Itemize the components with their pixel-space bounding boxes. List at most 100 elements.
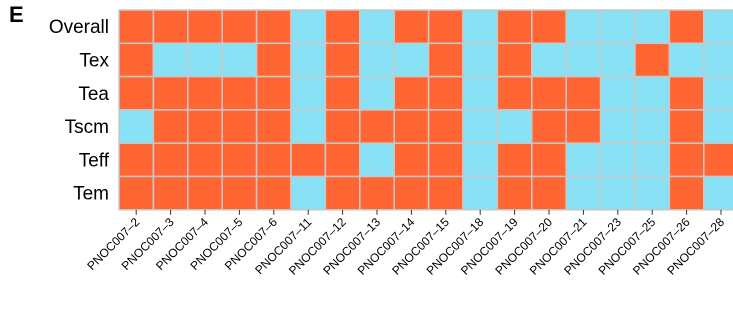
heatmap-cell-tex-17 — [668, 42, 705, 78]
heatmap-cell-teff-14 — [565, 142, 602, 178]
heatmap-cell-tex-2 — [152, 42, 189, 78]
heatmap-cell-tscm-10 — [427, 109, 464, 144]
heatmap-cell-overall-17 — [668, 9, 705, 45]
heatmap-cell-tea-8 — [359, 75, 395, 111]
heatmap-cell-tex-8 — [359, 42, 395, 78]
heatmap-cell-tem-3 — [187, 175, 223, 211]
column-labels: PNOC007–2PNOC007–3PNOC007–4PNOC007–5PNOC… — [84, 209, 727, 278]
heatmap-cell-teff-15 — [599, 142, 636, 178]
heatmap-cell-tscm-6 — [290, 109, 327, 144]
row-label-tscm: Tscm — [65, 117, 109, 138]
heatmap-cell-tscm-13 — [531, 109, 567, 144]
heatmap-cell-tscm-4 — [221, 109, 258, 144]
heatmap-cell-teff-5 — [255, 142, 292, 178]
heatmap-cell-tscm-9 — [393, 109, 430, 144]
heatmap-cell-tea-3 — [187, 75, 223, 111]
heatmap-cell-tea-2 — [152, 75, 189, 111]
heatmap-cell-overall-6 — [290, 9, 327, 45]
heatmap-cell-tem-13 — [531, 175, 567, 211]
heatmap-cell-tea-1 — [118, 75, 155, 111]
heatmap-cell-teff-18 — [703, 142, 733, 178]
heatmap-cell-tex-13 — [531, 42, 567, 78]
heatmap-cell-tscm-18 — [703, 109, 733, 144]
heatmap-cell-tem-4 — [221, 175, 258, 211]
heatmap-cell-overall-8 — [359, 9, 395, 45]
heatmap-cell-tea-12 — [496, 75, 533, 111]
heatmap-cell-tea-9 — [393, 75, 430, 111]
heatmap-cell-teff-12 — [496, 142, 533, 178]
heatmap-cell-tem-15 — [599, 175, 636, 211]
heatmap-cell-tem-16 — [634, 175, 671, 211]
heatmap-cell-teff-7 — [324, 142, 361, 178]
heatmap-cell-overall-13 — [531, 9, 567, 45]
heatmap-cell-tex-12 — [496, 42, 533, 78]
heatmap-cell-tem-18 — [703, 175, 733, 211]
row-label-overall: Overall — [49, 17, 109, 38]
heatmap-cell-tem-5 — [255, 175, 292, 211]
heatmap-cell-tscm-1 — [118, 109, 155, 144]
heatmap-cell-tex-5 — [255, 42, 292, 78]
heatmap-cell-teff-16 — [634, 142, 671, 178]
heatmap-cell-overall-4 — [221, 9, 258, 45]
heatmap-cell-tex-10 — [427, 42, 464, 78]
heatmap-cell-tea-4 — [221, 75, 258, 111]
panel-label: E — [9, 2, 24, 27]
heatmap-cell-tem-9 — [393, 175, 430, 211]
heatmap-cell-tem-12 — [496, 175, 533, 211]
heatmap-cell-tem-17 — [668, 175, 705, 211]
heatmap-cell-tem-1 — [118, 175, 155, 211]
heatmap-cell-tscm-3 — [187, 109, 223, 144]
heatmap-cell-teff-6 — [290, 142, 327, 178]
heatmap-cell-tea-18 — [703, 75, 733, 111]
heatmap-cell-tscm-11 — [462, 109, 499, 144]
heatmap-cell-tea-13 — [531, 75, 567, 111]
heatmap-cell-teff-11 — [462, 142, 499, 178]
heatmap-cell-tscm-16 — [634, 109, 671, 144]
heatmap-cell-overall-1 — [118, 9, 155, 45]
heatmap-cell-tscm-17 — [668, 109, 705, 144]
heatmap-cell-tem-7 — [324, 175, 361, 211]
heatmap-cell-overall-11 — [462, 9, 499, 45]
heatmap-cell-overall-12 — [496, 9, 533, 45]
heatmap-cell-teff-4 — [221, 142, 258, 178]
heatmap-cell-tea-7 — [324, 75, 361, 111]
row-label-tex: Tex — [79, 50, 109, 71]
heatmap-cell-tex-1 — [118, 42, 155, 78]
heatmap-cell-overall-2 — [152, 9, 189, 45]
heatmap-cell-tex-3 — [187, 42, 223, 78]
row-label-tem: Tem — [73, 184, 109, 205]
heatmap-cell-tex-6 — [290, 42, 327, 78]
row-label-tea: Tea — [78, 84, 109, 105]
heatmap-cell-tex-9 — [393, 42, 430, 78]
heatmap-cell-teff-2 — [152, 142, 189, 178]
heatmap-cell-overall-16 — [634, 9, 671, 45]
heatmap-cell-overall-15 — [599, 9, 636, 45]
heatmap-cell-overall-3 — [187, 9, 223, 45]
heatmap-cell-tem-10 — [427, 175, 464, 211]
heatmap-cell-teff-9 — [393, 142, 430, 178]
heatmap-cell-tem-8 — [359, 175, 395, 211]
heatmap-cell-tscm-15 — [599, 109, 636, 144]
heatmap-cell-tea-16 — [634, 75, 671, 111]
heatmap-cell-tem-11 — [462, 175, 499, 211]
heatmap-cell-tscm-2 — [152, 109, 189, 144]
heatmap-cells — [118, 9, 733, 211]
heatmap-cell-teff-1 — [118, 142, 155, 178]
heatmap-cell-tex-14 — [565, 42, 602, 78]
heatmap-cell-tex-15 — [599, 42, 636, 78]
heatmap-cell-teff-3 — [187, 142, 223, 178]
heatmap-cell-tea-14 — [565, 75, 602, 111]
heatmap-cell-tea-6 — [290, 75, 327, 111]
heatmap-cell-overall-10 — [427, 9, 464, 45]
heatmap-cell-overall-14 — [565, 9, 602, 45]
heatmap-cell-tem-6 — [290, 175, 327, 211]
heatmap-cell-tem-14 — [565, 175, 602, 211]
heatmap-cell-tea-5 — [255, 75, 292, 111]
heatmap-cell-teff-17 — [668, 142, 705, 178]
heatmap-cell-tea-17 — [668, 75, 705, 111]
heatmap-cell-tex-11 — [462, 42, 499, 78]
heatmap-cell-tscm-5 — [255, 109, 292, 144]
heatmap-cell-tex-4 — [221, 42, 258, 78]
heatmap-cell-tem-2 — [152, 175, 189, 211]
